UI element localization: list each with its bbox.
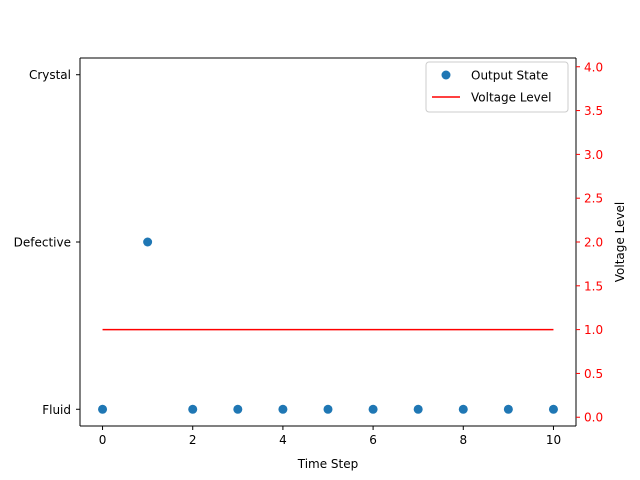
x-tick-label: 4 [279,433,287,447]
left-tick-label: Crystal [29,68,71,82]
legend-label-voltage-level: Voltage Level [471,91,552,105]
right-tick-label: 1.5 [584,279,603,293]
series-layer [98,237,558,414]
output-state-point [503,404,513,414]
right-tick-label: 0.5 [584,367,603,381]
right-tick-label: 0.0 [584,411,603,425]
right-tick-label: 4.0 [584,60,603,74]
right-tick-label: 1.0 [584,323,603,337]
left-tick-label: Defective [14,236,71,250]
output-state-point [233,404,243,414]
output-state-point [98,404,108,414]
x-tick-label: 6 [369,433,377,447]
legend: Output State Voltage Level [425,61,569,113]
x-tick-label: 0 [99,433,107,447]
legend-box [425,61,569,113]
left-tick-label: Fluid [42,403,71,417]
output-state-point [278,404,288,414]
output-state-point [368,404,378,414]
output-state-point [188,404,198,414]
output-state-point [458,404,468,414]
x-tick-label: 2 [189,433,197,447]
output-state-point [143,237,153,247]
output-state-point [548,404,558,414]
output-state-point [323,404,333,414]
right-tick-label: 3.0 [584,148,603,162]
x-tick-label: 8 [459,433,467,447]
right-tick-label: 2.5 [584,192,603,206]
legend-label-output-state: Output State [471,69,548,83]
right-tick-label: 2.0 [584,236,603,250]
right-axis-title: Voltage Level [613,202,627,283]
x-axis-title: Time Step [297,457,359,471]
output-state-point [413,404,423,414]
legend-marker-output-state [441,70,451,80]
left-axis-ticks: Fluid Defective Crystal [14,68,80,417]
x-axis-ticks: 0 2 4 6 8 10 [99,426,561,447]
right-tick-label: 3.5 [584,104,603,118]
x-tick-label: 10 [546,433,561,447]
right-axis-ticks: 0.0 0.5 1.0 1.5 2.0 2.5 3.0 3.5 4.0 [576,60,603,425]
